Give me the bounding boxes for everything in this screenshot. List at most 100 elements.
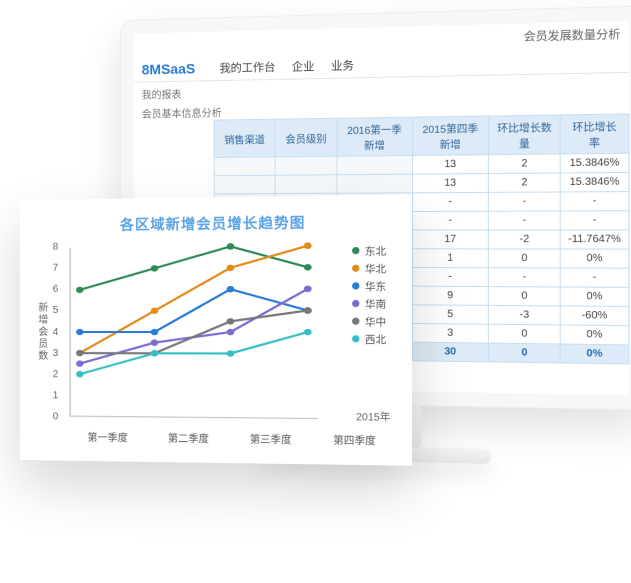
table-cell: - (489, 268, 561, 287)
y-tick: 5 (53, 305, 59, 316)
table-cell: 17 (412, 230, 489, 249)
chart-marker (226, 350, 234, 357)
nav-workbench[interactable]: 我的工作台 (219, 59, 275, 76)
legend-dot-icon (352, 318, 359, 325)
table-cell: 3 (412, 323, 489, 343)
table-cell: 0 (489, 324, 561, 344)
table-cell: 30 (412, 342, 489, 362)
legend-dot-icon (352, 300, 359, 307)
chart-legend: 东北华北华东华南华中西北 (352, 243, 386, 349)
table-cell: 0% (560, 249, 628, 268)
table-cell: 13 (412, 155, 489, 174)
table-cell: 2 (489, 154, 561, 174)
table-cell (337, 156, 412, 175)
chart-marker (226, 265, 234, 272)
chart-plot-area: 东北华北华东华南华中西北 2015年 (62, 238, 397, 426)
chart-title: 各区域新增会员增长趋势图 (34, 211, 397, 236)
legend-dot-icon (352, 265, 359, 272)
chart-marker (150, 350, 158, 356)
legend-label: 华南 (365, 296, 386, 312)
legend-label: 华北 (365, 260, 386, 276)
chart-marker (303, 264, 311, 271)
chart-marker (76, 287, 83, 293)
app-logo: 8MSaaS (142, 60, 196, 77)
table-cell: - (560, 211, 628, 230)
table-cell: 9 (412, 286, 489, 305)
th-level: 会员级别 (275, 118, 337, 157)
chart-marker (303, 307, 311, 314)
table-cell: - (412, 211, 489, 230)
table-cell: -2 (489, 230, 561, 249)
table-cell: 0% (560, 287, 628, 307)
table-cell: 1 (412, 249, 489, 268)
y-tick: 4 (53, 326, 59, 337)
table-cell: 0 (489, 287, 561, 306)
x-tick: 第一季度 (87, 429, 127, 445)
x-tick: 第二季度 (168, 430, 209, 446)
table-cell: 0% (560, 325, 628, 345)
nav-enterprise[interactable]: 企业 (292, 58, 315, 75)
x-tick: 第三季度 (250, 431, 292, 447)
table-cell (275, 156, 337, 175)
th-channel: 销售渠道 (214, 119, 275, 157)
y-tick: 2 (53, 369, 59, 380)
legend-label: 华中 (365, 313, 386, 329)
table-cell (337, 174, 412, 193)
table-cell: 0 (489, 249, 561, 268)
chart-marker (76, 360, 83, 366)
table-cell: 0% (560, 344, 628, 364)
y-tick: 6 (53, 284, 59, 295)
table-cell (275, 175, 337, 194)
table-cell: - (560, 268, 628, 287)
chart-svg (62, 238, 397, 426)
table-cell (214, 157, 275, 176)
table-cell: - (560, 192, 628, 211)
trend-chart-card: 各区域新增会员增长趋势图 新增会员数 012345678 东北华北华东华南华中西… (20, 194, 412, 466)
legend-dot-icon (352, 247, 359, 254)
table-cell: -3 (489, 305, 561, 325)
y-tick: 1 (53, 390, 59, 401)
legend-item: 华南 (352, 296, 386, 312)
y-tick: 0 (53, 411, 59, 422)
legend-item: 华北 (352, 260, 386, 276)
table-cell: -11.7647% (560, 230, 628, 249)
table-header-row: 销售渠道 会员级别 2016第一季新增 2015第四季新增 环比增长数量 环比增… (214, 114, 629, 158)
sidebar-item-member-analysis[interactable]: 会员基本信息分析 (142, 104, 222, 120)
chart-marker (226, 329, 234, 336)
sidebar-item-reports[interactable]: 我的报表 (142, 86, 182, 102)
chart-marker (150, 329, 158, 335)
table-cell: 15.3846% (560, 172, 628, 192)
table-cell: -60% (560, 306, 628, 326)
chart-marker (226, 318, 234, 325)
chart-marker (150, 308, 158, 314)
chart-marker (226, 243, 234, 250)
chart-marker (150, 265, 158, 272)
table-cell: - (489, 211, 561, 230)
y-tick: 8 (53, 242, 59, 253)
table-cell: 2 (489, 173, 561, 192)
nav-business[interactable]: 业务 (331, 57, 354, 74)
chart-marker (76, 329, 83, 335)
y-tick: 7 (53, 263, 59, 274)
chart-marker (303, 242, 311, 249)
th-2015q4: 2015第四季新增 (412, 116, 489, 156)
table-cell (214, 175, 275, 194)
legend-label: 西北 (365, 331, 386, 347)
legend-item: 华中 (352, 313, 386, 329)
y-tick: 3 (53, 348, 59, 359)
chart-line (79, 246, 307, 290)
table-row: 13215.3846% (214, 172, 629, 194)
table-cell: - (412, 192, 489, 211)
chart-x-ticks: 第一季度 第二季度 第三季度 第四季度 (34, 422, 397, 448)
chart-marker (150, 339, 158, 345)
legend-item: 华东 (352, 278, 386, 294)
chart-marker (76, 371, 83, 377)
table-cell: - (412, 267, 489, 286)
table-cell: 0 (489, 343, 561, 363)
th-rate: 环比增长率 (560, 114, 628, 154)
table-cell: - (489, 192, 561, 211)
chart-y-axis-label: 新增会员数 (34, 242, 49, 423)
chart-line (79, 289, 307, 332)
x-tick: 第四季度 (333, 431, 376, 447)
chart-marker (226, 286, 234, 293)
